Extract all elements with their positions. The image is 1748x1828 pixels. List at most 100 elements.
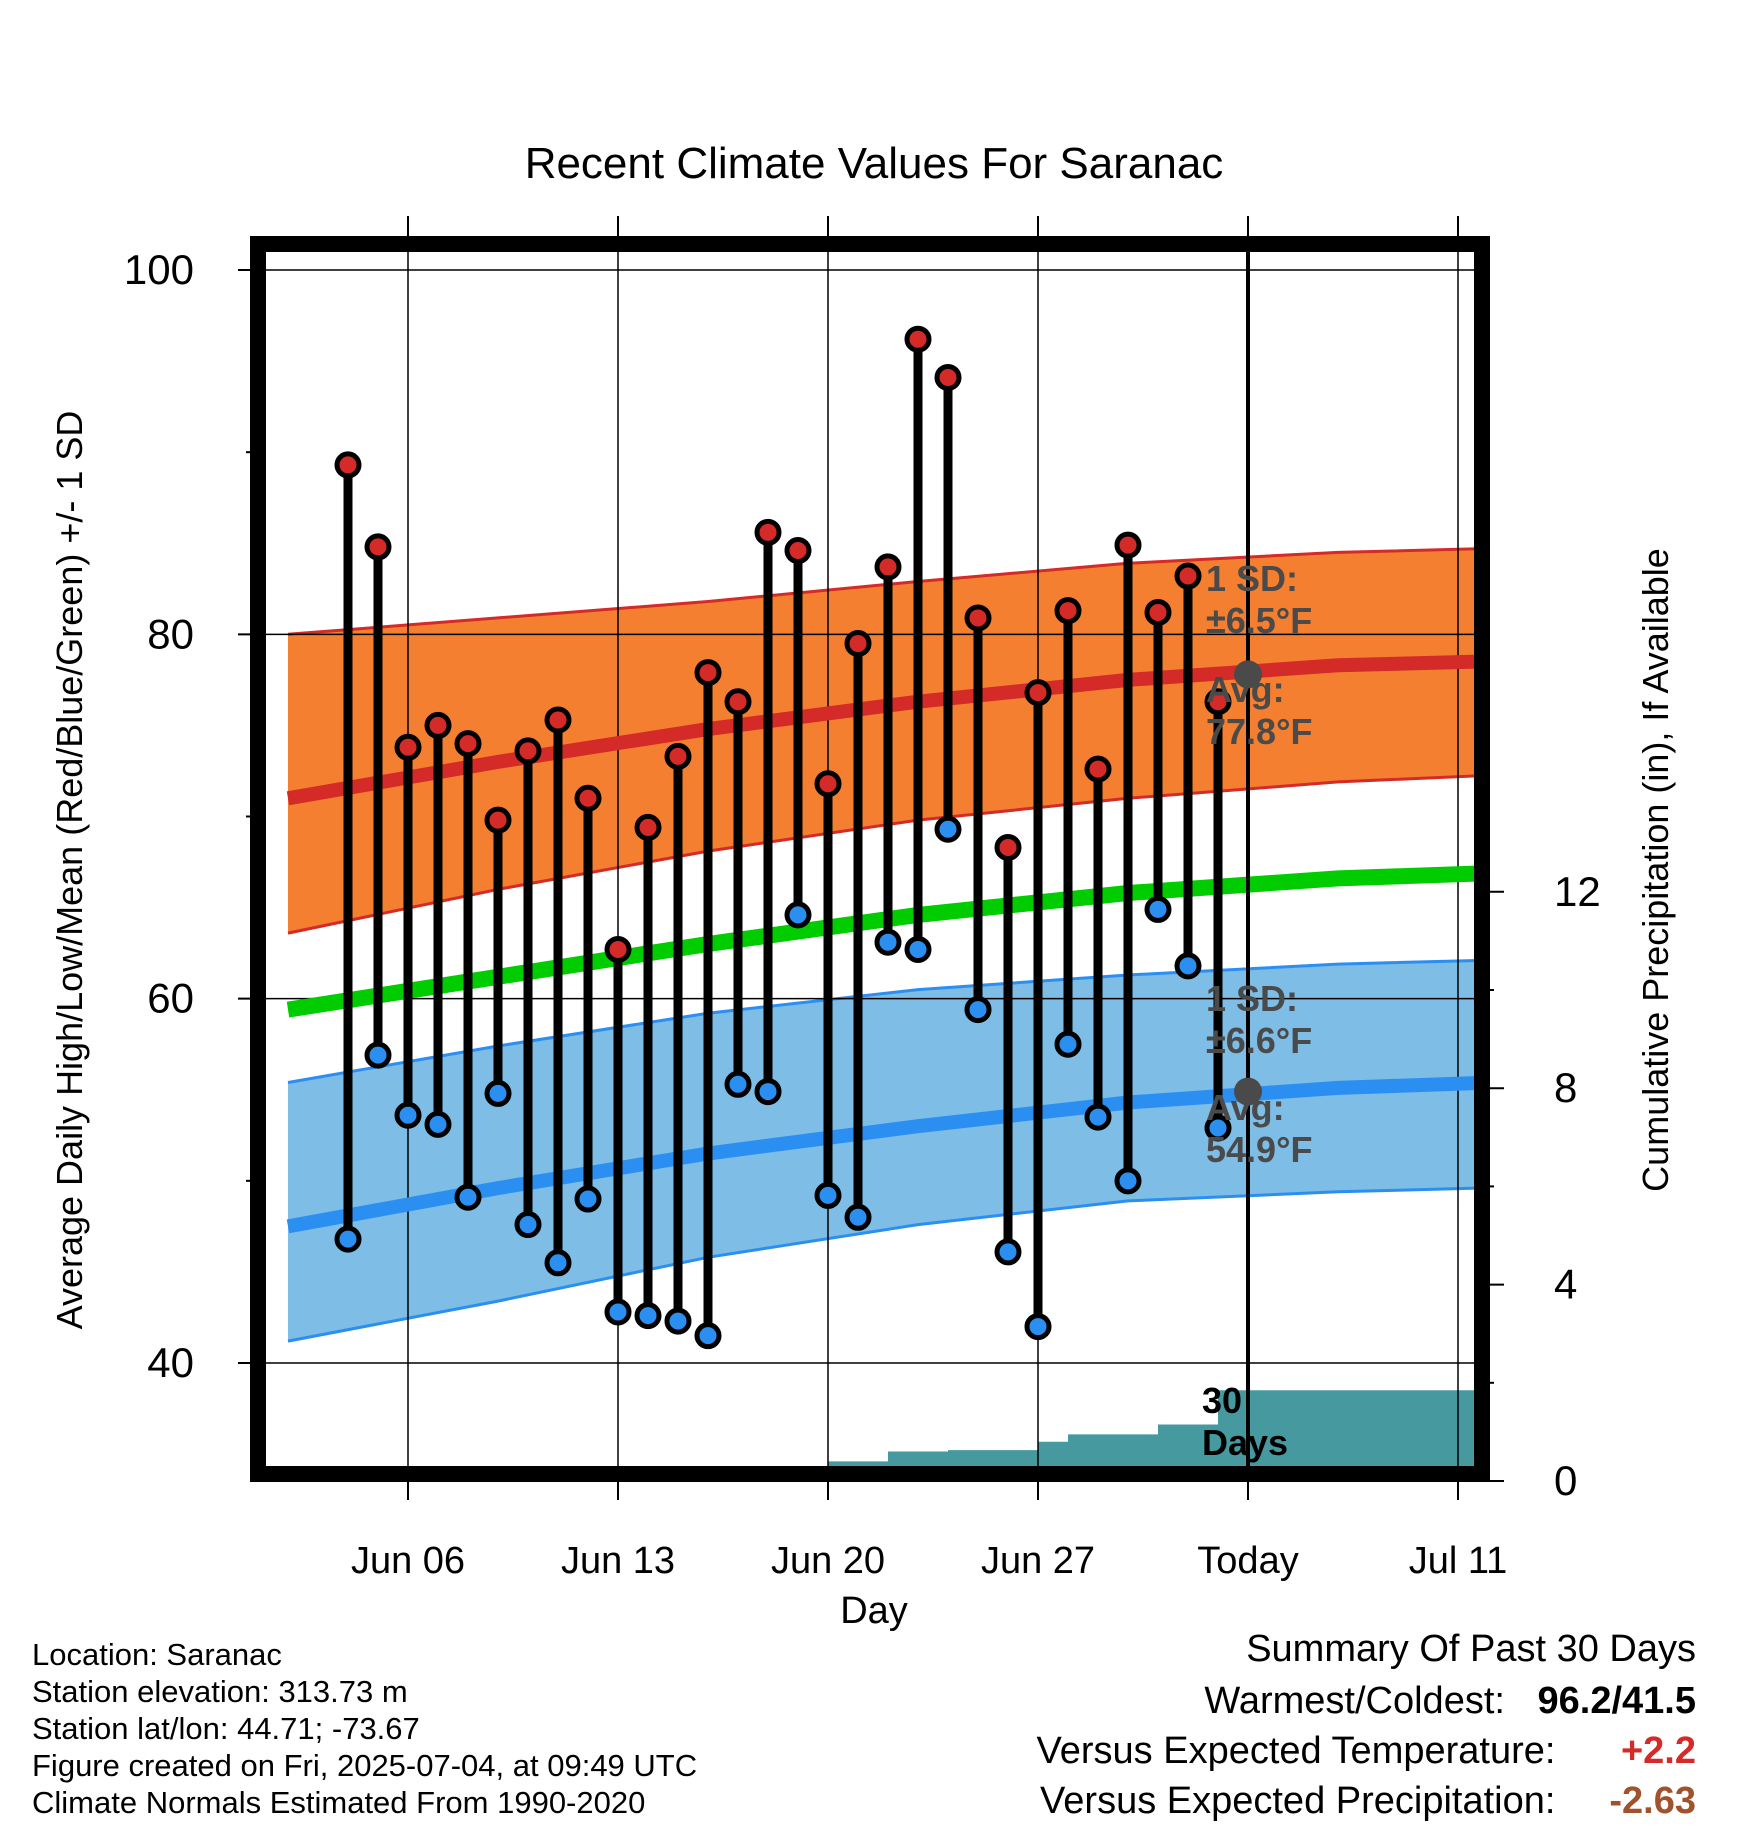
- x-axis-label: Day: [840, 1590, 908, 1632]
- observed-low-point: [724, 1070, 752, 1098]
- observed-high-point: [1084, 755, 1112, 783]
- y-tick-label: 40: [147, 1339, 194, 1386]
- observed-low-point: [514, 1211, 542, 1239]
- summary-warm-cold: Warmest/Coldest: 96.2/41.5: [1204, 1680, 1696, 1723]
- observed-high-point: [544, 706, 572, 734]
- observed-high-point: [1114, 531, 1142, 559]
- x-tick-label: Jun 13: [561, 1540, 675, 1582]
- summary-title: Summary Of Past 30 Days: [1246, 1628, 1696, 1670]
- latlon-text: Station lat/lon: 44.71; -73.67: [32, 1711, 420, 1746]
- observed-high-point: [1204, 688, 1232, 716]
- low-sd-label: 1 SD: ±6.6°F: [1206, 978, 1312, 1061]
- observed-high-point: [364, 533, 392, 561]
- x-tick-label: Jun 27: [981, 1540, 1095, 1582]
- observed-low-point: [664, 1307, 692, 1335]
- y-tick-label: 100: [124, 246, 194, 293]
- temp-value: +2.2: [1620, 1730, 1696, 1772]
- observed-low-point: [364, 1041, 392, 1069]
- observed-low-point: [784, 901, 812, 929]
- plot-area: 1 SD: ±6.5°F Avg: 77.8°F 1 SD: ±6.6°F Avg: 54.9…: [124, 216, 1601, 1582]
- observed-high-point: [784, 537, 812, 565]
- observed-low-point: [1174, 952, 1202, 980]
- observed-high-point: [724, 688, 752, 716]
- observed-low-point: [394, 1101, 422, 1129]
- high-sd-label: 1 SD: ±6.5°F: [1206, 558, 1312, 641]
- y-tick-label: 80: [147, 610, 194, 657]
- temp-label: Versus Expected Temperature:: [1036, 1730, 1556, 1772]
- observed-low-point: [904, 935, 932, 963]
- observed-low-point: [604, 1298, 632, 1326]
- observed-low-point: [1054, 1030, 1082, 1058]
- x-tick-label: Jun 06: [351, 1540, 465, 1582]
- observed-low-point: [814, 1181, 842, 1209]
- warm-cold-value: 96.2/41.5: [1537, 1680, 1696, 1722]
- y2-tick-label: 8: [1554, 1064, 1577, 1111]
- observed-low-point: [574, 1185, 602, 1213]
- observed-low-point: [1144, 895, 1172, 923]
- observed-high-point: [664, 742, 692, 770]
- observed-low-point: [934, 815, 962, 843]
- x-tick-label: Today: [1197, 1540, 1298, 1582]
- observed-high-point: [454, 730, 482, 758]
- observed-high-point: [1174, 562, 1202, 590]
- observed-low-point: [1204, 1114, 1232, 1142]
- observed-high-point: [904, 325, 932, 353]
- observed-high-point: [424, 711, 452, 739]
- observed-low-point: [1114, 1167, 1142, 1195]
- observed-high-point: [754, 518, 782, 546]
- y-tick-label: 60: [147, 975, 194, 1022]
- warm-cold-label: Warmest/Coldest:: [1204, 1680, 1505, 1722]
- observed-high-point: [514, 737, 542, 765]
- low-sd-band: [288, 960, 1482, 1342]
- observed-high-point: [934, 363, 962, 391]
- y2-tick-label: 12: [1554, 868, 1601, 915]
- y2-axis-label: Cumulative Precipitation (in), If Availa…: [1635, 548, 1676, 1192]
- observed-low-point: [634, 1302, 662, 1330]
- y2-tick-label: 4: [1554, 1261, 1577, 1308]
- low-avg-label: Avg: 54.9°F: [1206, 1087, 1312, 1170]
- today-low-avg-marker: [1234, 1077, 1262, 1106]
- plot-inner: 1 SD: ±6.5°F Avg: 77.8°F 1 SD: ±6.6°F Avg: 54.9…: [258, 244, 1482, 1474]
- high-avg-label: Avg: 77.8°F: [1206, 669, 1312, 752]
- x-tick-label: Jun 20: [771, 1540, 885, 1582]
- observed-low-point: [454, 1183, 482, 1211]
- elevation-text: Station elevation: 313.73 m: [32, 1674, 408, 1709]
- observed-low-point: [694, 1322, 722, 1350]
- observed-high-point: [994, 833, 1022, 861]
- y-axis-label: Average Daily High/Low/Mean (Red/Blue/Gr…: [49, 411, 90, 1330]
- low-avg-line: [286, 1075, 1482, 1234]
- low-sd-lower-line: [287, 1186, 1482, 1343]
- observed-high-point: [694, 659, 722, 687]
- observed-high-point: [1144, 598, 1172, 626]
- observed-high-point: [1054, 597, 1082, 625]
- chart-title: Recent Climate Values For Saranac: [525, 139, 1224, 188]
- observed-high-point: [964, 604, 992, 632]
- observed-high-point: [604, 935, 632, 963]
- observed-low-point: [1084, 1103, 1112, 1131]
- observed-high-point: [814, 770, 842, 798]
- observed-high-point: [484, 806, 512, 834]
- today-high-avg-marker: [1234, 660, 1262, 689]
- observed-high-point: [394, 733, 422, 761]
- precip-value: -2.63: [1609, 1780, 1696, 1822]
- observed-high-point: [634, 813, 662, 841]
- observed-high-point: [574, 784, 602, 812]
- created-text: Figure created on Fri, 2025-07-04, at 09…: [32, 1748, 698, 1783]
- observed-low-point: [844, 1203, 872, 1231]
- summary-precip: Versus Expected Precipitation: -2.63: [1040, 1780, 1696, 1823]
- observed-low-point: [964, 996, 992, 1024]
- observed-low-point: [544, 1249, 572, 1277]
- observed-low-point: [994, 1238, 1022, 1266]
- observed-high-point: [1024, 679, 1052, 707]
- station-info: Location: Saranac Station elevation: 313…: [32, 1636, 697, 1821]
- observed-high-point: [334, 451, 362, 479]
- precip-label: Versus Expected Precipitation:: [1040, 1780, 1556, 1822]
- observed-low-point: [754, 1078, 782, 1106]
- normals-text: Climate Normals Estimated From 1990-2020: [32, 1785, 646, 1820]
- summary-temp: Versus Expected Temperature: +2.2: [1037, 1730, 1696, 1773]
- observed-high-point: [874, 553, 902, 581]
- precip-area: [588, 1390, 1482, 1474]
- observed-low-point: [874, 928, 902, 956]
- y2-tick-label: 0: [1554, 1457, 1577, 1504]
